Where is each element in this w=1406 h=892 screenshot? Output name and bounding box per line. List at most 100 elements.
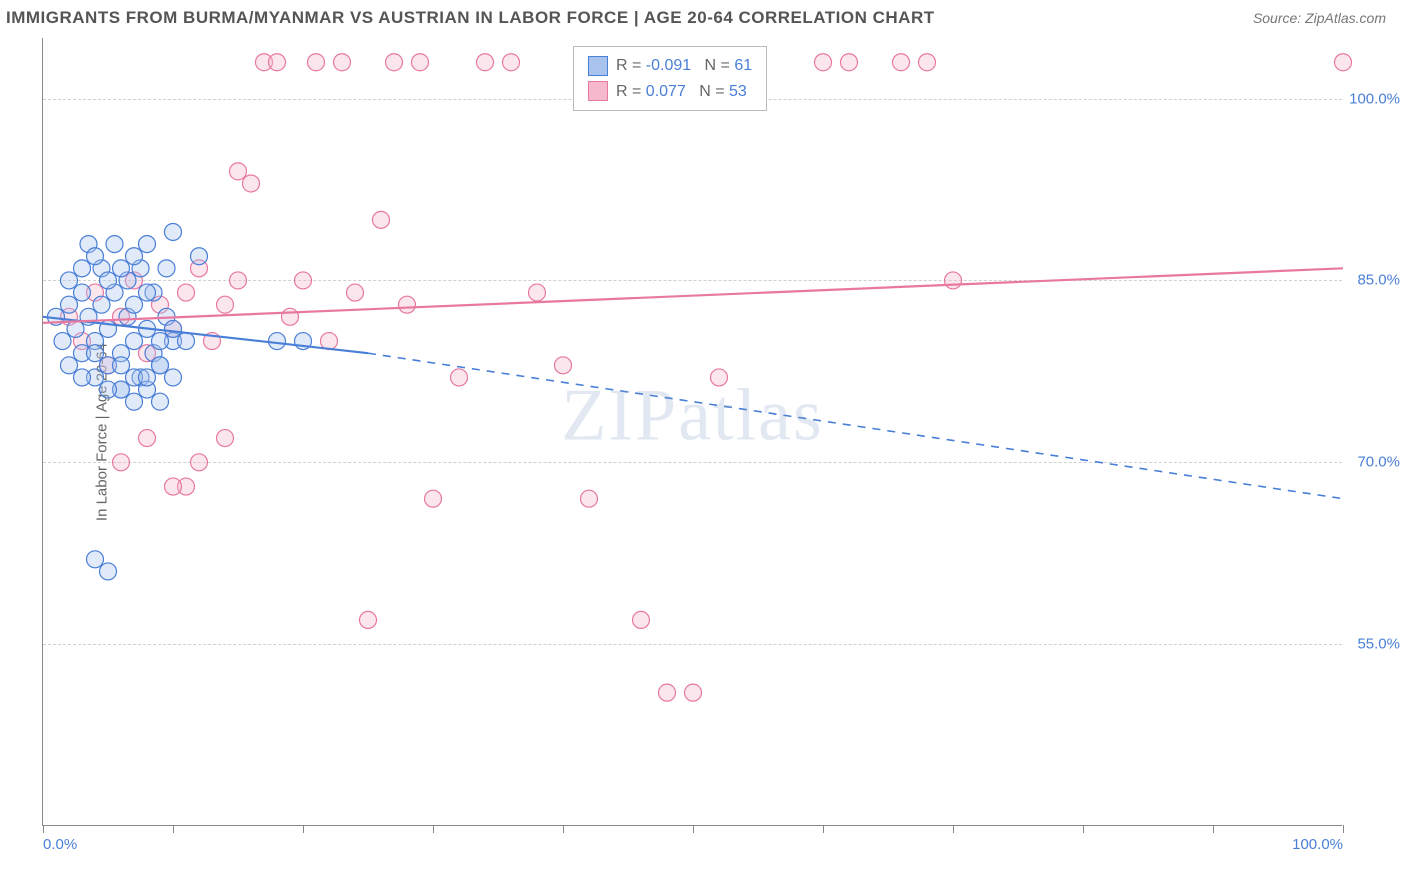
y-tick-label: 85.0% [1357, 272, 1400, 289]
data-point [74, 260, 91, 277]
data-point [451, 369, 468, 386]
data-point [815, 54, 832, 71]
data-point [100, 272, 117, 289]
data-point [61, 296, 78, 313]
data-point [269, 333, 286, 350]
x-tick [1343, 825, 1344, 833]
data-point [87, 248, 104, 265]
data-point [685, 684, 702, 701]
y-tick-label: 70.0% [1357, 454, 1400, 471]
correlation-legend: R = -0.091 N = 61R = 0.077 N = 53 [573, 46, 767, 111]
data-point [893, 54, 910, 71]
data-point [477, 54, 494, 71]
data-point [386, 54, 403, 71]
data-point [308, 54, 325, 71]
x-tick [953, 825, 954, 833]
data-point [217, 296, 234, 313]
data-point [61, 357, 78, 374]
legend-swatch-icon [588, 81, 608, 101]
data-point [54, 333, 71, 350]
data-point [165, 478, 182, 495]
data-point [399, 296, 416, 313]
data-point [93, 296, 110, 313]
data-point [67, 320, 84, 337]
data-point [191, 248, 208, 265]
data-point [425, 490, 442, 507]
x-tick [693, 825, 694, 833]
data-point [100, 563, 117, 580]
data-point [106, 236, 123, 253]
data-point [178, 333, 195, 350]
x-tick [173, 825, 174, 833]
x-tick [1083, 825, 1084, 833]
chart-header: IMMIGRANTS FROM BURMA/MYANMAR VS AUSTRIA… [0, 0, 1406, 32]
data-point [113, 357, 130, 374]
data-point [360, 611, 377, 628]
data-point [841, 54, 858, 71]
data-point [165, 223, 182, 240]
legend-text: R = 0.077 N = 53 [616, 79, 747, 105]
x-tick [823, 825, 824, 833]
data-point [165, 320, 182, 337]
data-point [633, 611, 650, 628]
data-point [191, 454, 208, 471]
data-point [282, 308, 299, 325]
data-point [269, 54, 286, 71]
data-point [139, 430, 156, 447]
scatter-svg [43, 38, 1342, 825]
trend-line-extrapolated [368, 353, 1343, 498]
chart-title: IMMIGRANTS FROM BURMA/MYANMAR VS AUSTRIA… [6, 8, 935, 28]
data-point [139, 369, 156, 386]
legend-swatch-icon [588, 56, 608, 76]
data-point [126, 248, 143, 265]
data-point [152, 393, 169, 410]
x-tick [303, 825, 304, 833]
y-tick-label: 55.0% [1357, 636, 1400, 653]
data-point [230, 272, 247, 289]
data-point [165, 369, 182, 386]
data-point [152, 333, 169, 350]
data-point [412, 54, 429, 71]
data-point [61, 272, 78, 289]
data-point [152, 357, 169, 374]
data-point [126, 296, 143, 313]
legend-row: R = 0.077 N = 53 [588, 79, 752, 105]
chart-source: Source: ZipAtlas.com [1253, 10, 1386, 26]
data-point [1335, 54, 1352, 71]
data-point [373, 211, 390, 228]
data-point [217, 430, 234, 447]
data-point [74, 369, 91, 386]
data-point [711, 369, 728, 386]
data-point [295, 272, 312, 289]
data-point [178, 284, 195, 301]
legend-text: R = -0.091 N = 61 [616, 53, 752, 79]
data-point [139, 284, 156, 301]
data-point [555, 357, 572, 374]
data-point [87, 551, 104, 568]
data-point [347, 284, 364, 301]
x-tick [433, 825, 434, 833]
x-tick-label: 0.0% [43, 836, 77, 853]
data-point [321, 333, 338, 350]
legend-row: R = -0.091 N = 61 [588, 53, 752, 79]
data-point [945, 272, 962, 289]
y-tick-label: 100.0% [1349, 90, 1400, 107]
chart-plot-area: In Labor Force | Age 20-64 55.0%70.0%85.… [42, 38, 1342, 826]
x-tick [563, 825, 564, 833]
data-point [139, 236, 156, 253]
data-point [126, 333, 143, 350]
data-point [113, 260, 130, 277]
data-point [503, 54, 520, 71]
data-point [126, 393, 143, 410]
data-point [243, 175, 260, 192]
data-point [74, 284, 91, 301]
x-tick [1213, 825, 1214, 833]
data-point [100, 381, 117, 398]
data-point [113, 454, 130, 471]
data-point [659, 684, 676, 701]
data-point [919, 54, 936, 71]
data-point [529, 284, 546, 301]
data-point [334, 54, 351, 71]
x-tick-label: 100.0% [1292, 836, 1343, 853]
data-point [230, 163, 247, 180]
